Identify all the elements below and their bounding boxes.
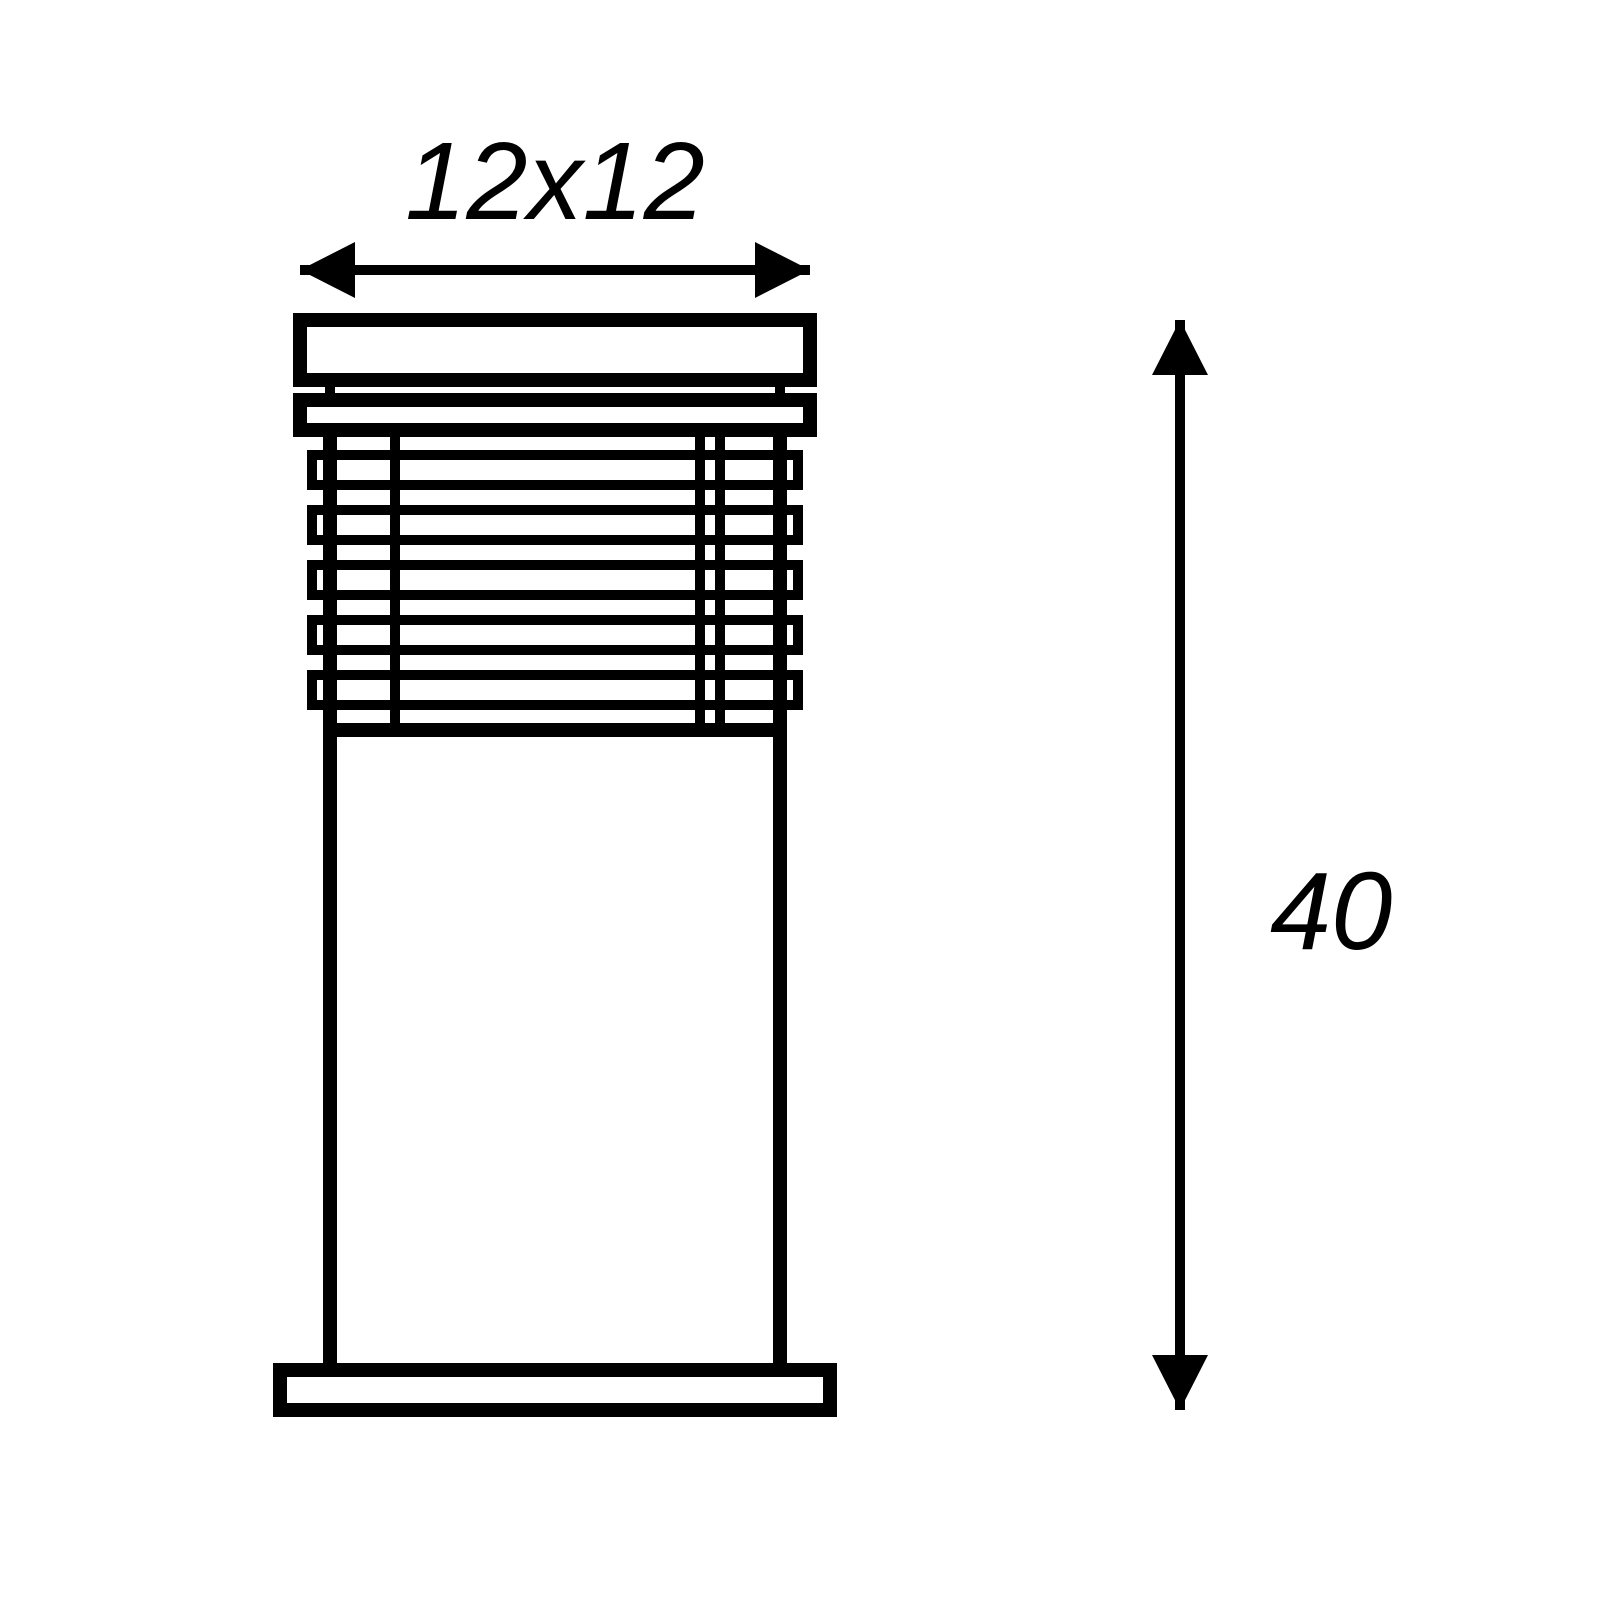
width-label: 12x12 <box>405 120 705 243</box>
width-dimension: 12x12 <box>300 120 810 298</box>
height-dimension: 40 <box>1152 320 1392 1410</box>
height-label: 40 <box>1270 850 1392 973</box>
dimension-drawing: 12x12 40 <box>0 0 1600 1600</box>
